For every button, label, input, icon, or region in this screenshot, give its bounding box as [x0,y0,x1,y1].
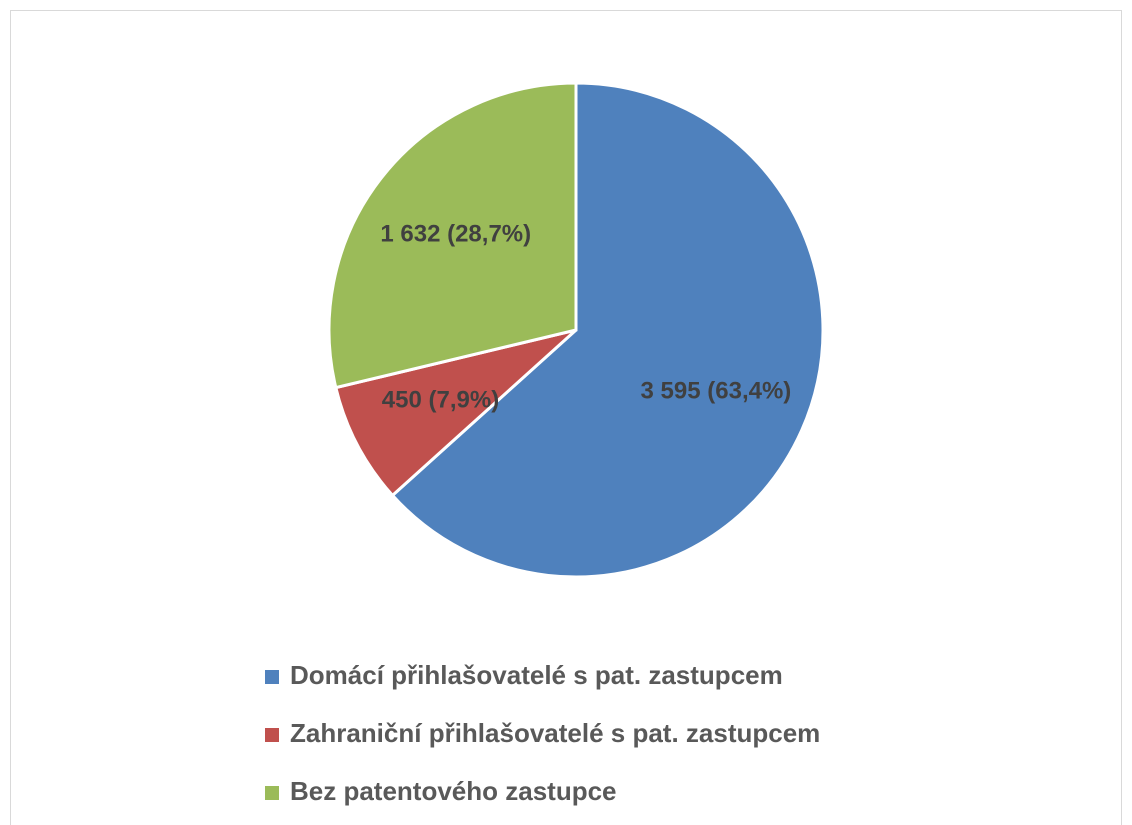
legend-swatch [265,786,279,800]
pie-slice [334,328,578,498]
data-label: 450 (7,9%) [382,387,499,414]
legend-label: Zahraniční přihlašovatelé s pat. zastupc… [290,718,820,748]
data-label: 1 632 (28,7%) [380,221,531,248]
pie-slice [327,81,578,390]
legend-label: Domácí přihlašovatelé s pat. zastupcem [290,660,783,690]
pie-slice [390,81,825,579]
data-label: 3 595 (63,4%) [641,378,792,405]
legend-label: Bez patentového zastupce [290,776,617,806]
legend-swatch [265,728,279,742]
chart-border [10,10,1122,825]
legend-swatch [265,670,279,684]
